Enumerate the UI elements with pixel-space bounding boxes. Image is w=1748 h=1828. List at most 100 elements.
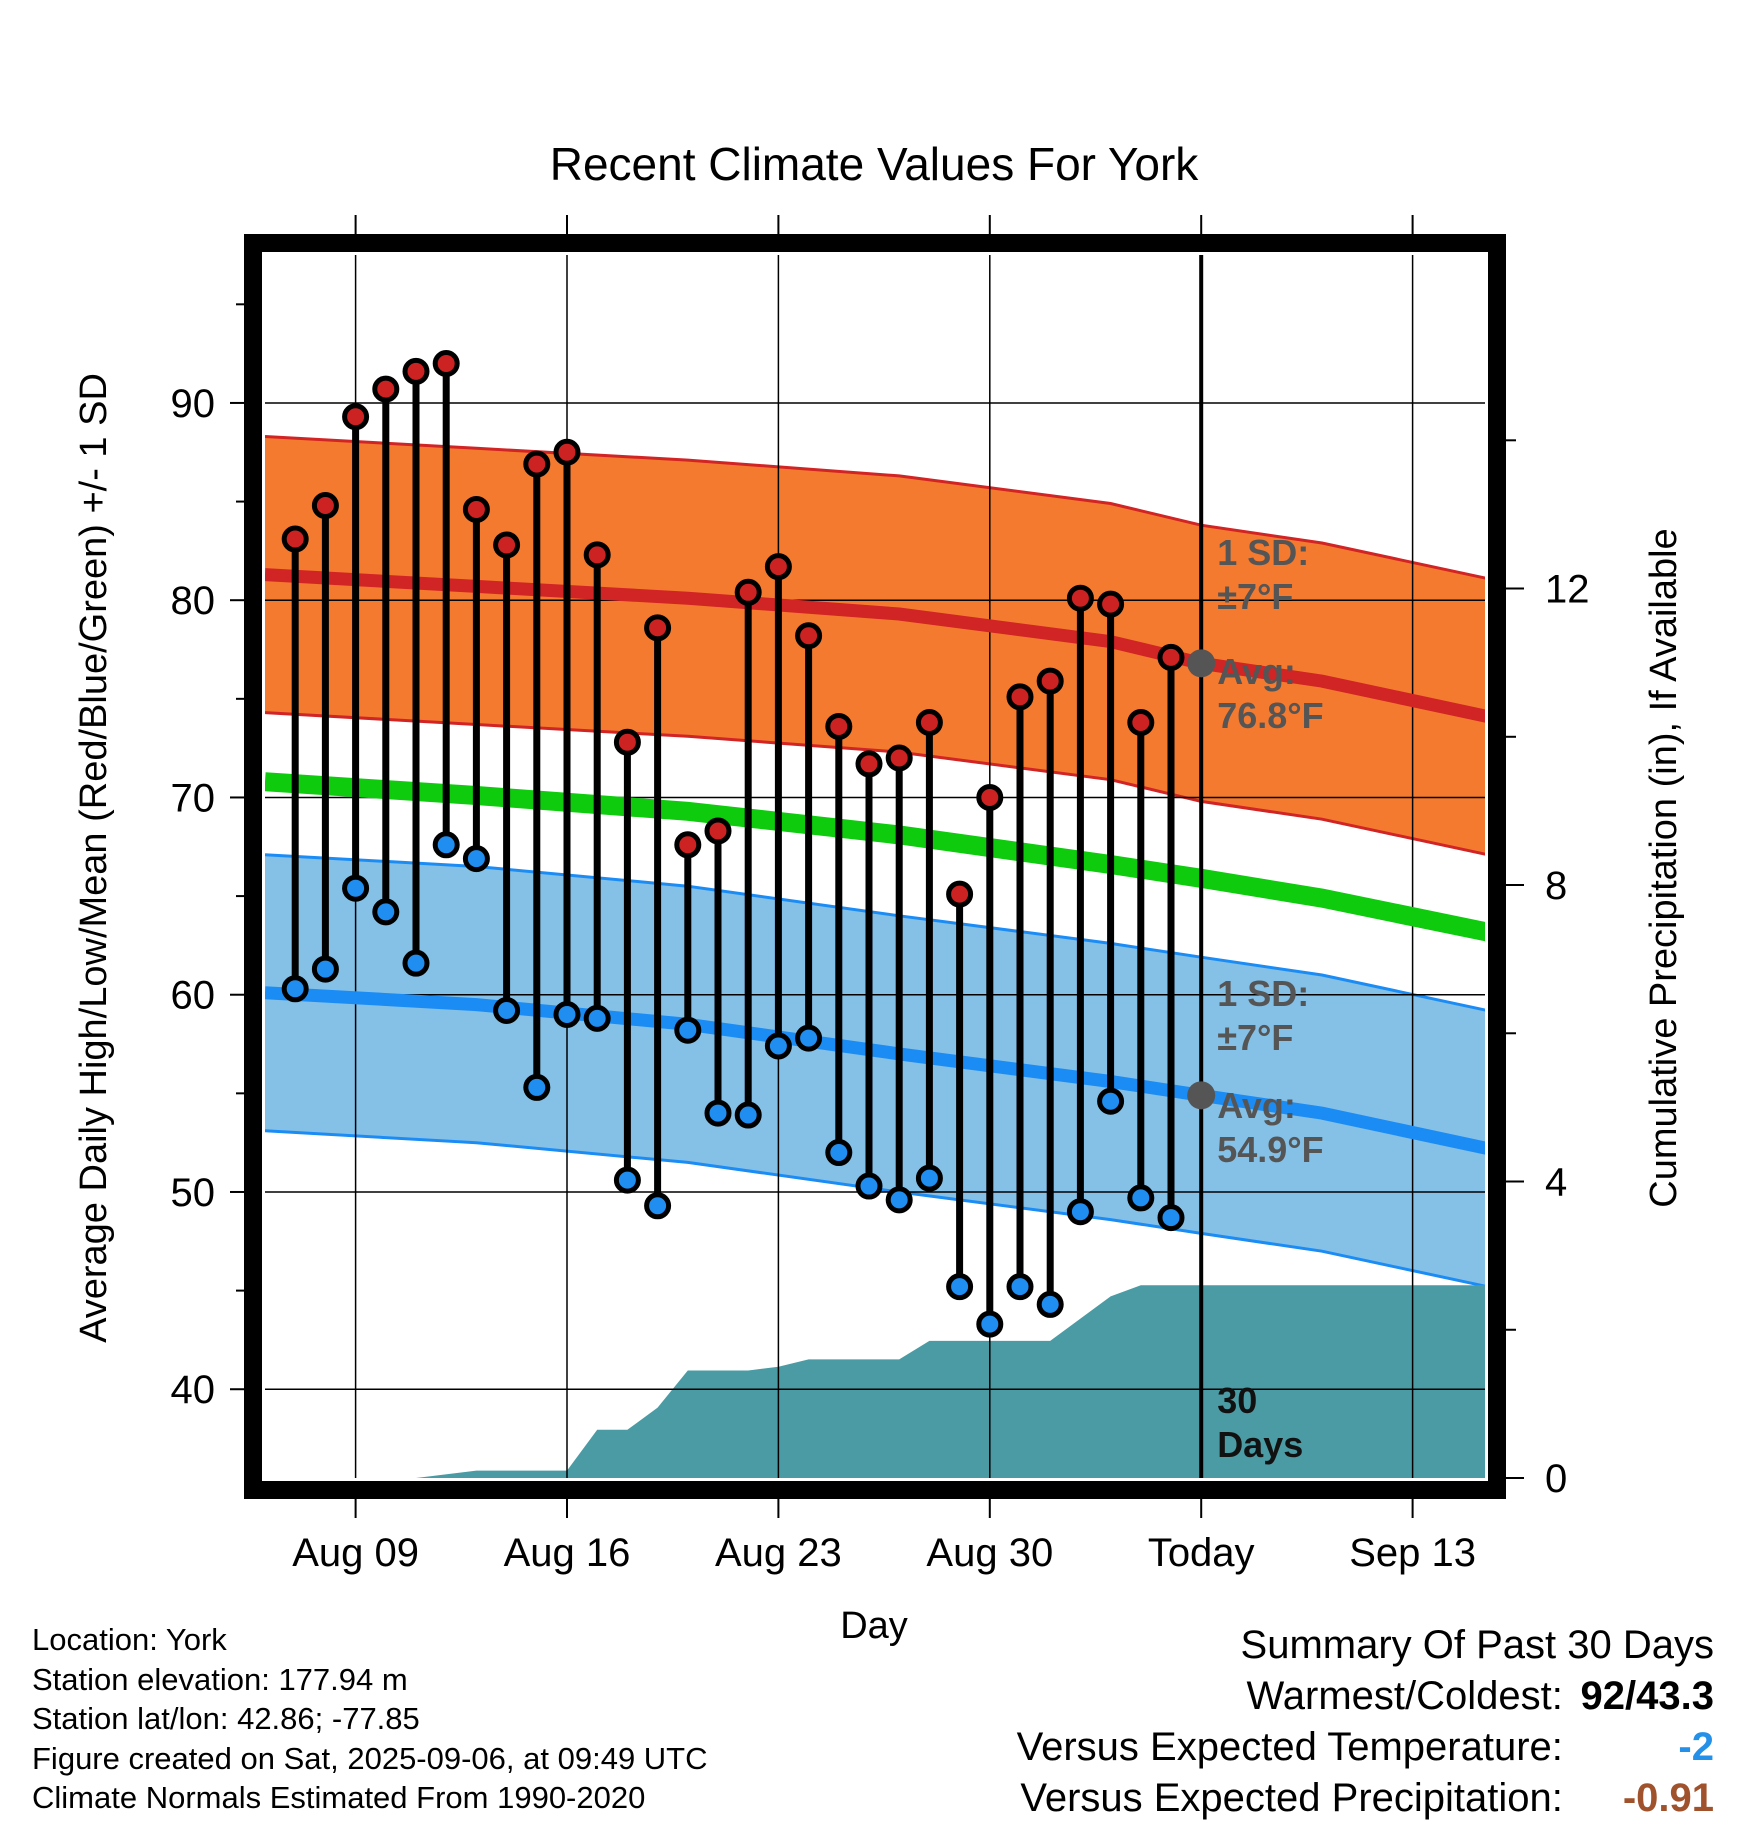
daily-low-point	[1127, 1184, 1155, 1212]
daily-high-point	[613, 728, 641, 756]
daily-high-point	[311, 492, 339, 520]
plot-frame	[244, 234, 1506, 1499]
summary-panel: Summary Of Past 30 Days Warmest/Coldest:…	[1017, 1620, 1714, 1824]
daily-low-point	[1097, 1087, 1125, 1115]
daily-high-point	[674, 831, 702, 859]
daily-low-point	[1006, 1273, 1034, 1301]
daily-low-point	[1066, 1198, 1094, 1226]
daily-low-point	[674, 1016, 702, 1044]
daily-high-point	[493, 531, 521, 559]
daily-high-point	[946, 880, 974, 908]
daily-high-point	[1036, 667, 1064, 695]
daily-low-point	[281, 975, 309, 1003]
precip-area	[265, 1285, 1485, 1478]
high-avg-annotation: Avg:	[1217, 651, 1296, 692]
daily-low-point	[644, 1192, 672, 1220]
daily-low-point	[825, 1139, 853, 1167]
daily-low-point	[583, 1004, 611, 1032]
daily-high-point	[1066, 584, 1094, 612]
summary-temp-row: Versus Expected Temperature: -2	[1017, 1722, 1714, 1773]
daily-low-point	[1036, 1290, 1064, 1318]
daily-high-point	[1097, 590, 1125, 618]
period-annotation: 30	[1217, 1380, 1257, 1421]
daily-high-point	[976, 783, 1004, 811]
high-sd-upper-line	[265, 435, 1485, 580]
precip-value: -0.91	[1622, 1776, 1714, 1820]
y2-tick-label: 8	[1545, 864, 1567, 908]
daily-high-point	[462, 495, 490, 523]
daily-low-point	[915, 1164, 943, 1192]
daily-low-point	[372, 898, 400, 926]
x-tick-label: Aug 09	[292, 1531, 419, 1575]
daily-low-point	[311, 955, 339, 983]
warmest-label: Warmest/Coldest:	[1246, 1674, 1563, 1718]
daily-high-point	[281, 525, 309, 553]
x-tick-label: Today	[1148, 1531, 1255, 1575]
daily-high-point	[1127, 709, 1155, 737]
y-tick-label: 80	[171, 579, 216, 623]
temp-label: Versus Expected Temperature:	[1016, 1725, 1563, 1769]
y2-tick-label: 4	[1545, 1161, 1567, 1205]
low-sd-lower-line	[265, 1129, 1485, 1288]
daily-low-point	[493, 996, 521, 1024]
precip-label: Versus Expected Precipitation:	[1020, 1776, 1563, 1820]
created-text: Figure created on Sat, 2025-09-06, at 09…	[32, 1740, 708, 1776]
daily-high-point	[825, 712, 853, 740]
x-axis-label: Day	[840, 1605, 908, 1647]
daily-low-point	[764, 1032, 792, 1060]
daily-low-point	[976, 1310, 1004, 1338]
x-tick-label: Aug 16	[504, 1531, 631, 1575]
x-tick-label: Aug 30	[926, 1531, 1053, 1575]
daily-high-point	[342, 403, 370, 431]
summary-precip-row: Versus Expected Precipitation: -0.91	[1017, 1773, 1714, 1824]
temp-value: -2	[1678, 1725, 1714, 1769]
high-sd-lower-line	[265, 711, 1485, 856]
daily-high-point	[432, 349, 460, 377]
daily-low-point	[704, 1099, 732, 1127]
y-tick-label: 40	[171, 1368, 216, 1412]
high-sd-annotation: 1 SD:	[1217, 532, 1309, 573]
high-sd-annotation: ±7°F	[1217, 576, 1293, 617]
low-sd-upper-line	[265, 853, 1485, 1012]
low-sd-annotation: ±7°F	[1217, 1017, 1293, 1058]
y-tick-label: 70	[171, 776, 216, 820]
daily-high-point	[1157, 643, 1185, 671]
daily-high-point	[553, 438, 581, 466]
latlon-text: Station lat/lon: 42.86; -77.85	[32, 1701, 420, 1736]
normals-text: Climate Normals Estimated From 1990-2020	[32, 1780, 646, 1815]
daily-low-point	[1157, 1204, 1185, 1232]
daily-low-point	[553, 1000, 581, 1028]
daily-low-point	[402, 949, 430, 977]
daily-low-point	[855, 1172, 883, 1200]
summary-title: Summary Of Past 30 Days	[1240, 1623, 1714, 1667]
station-info: Location: York Station elevation: 177.94…	[32, 1620, 708, 1818]
daily-low-point	[885, 1186, 913, 1214]
low-sd-annotation: 1 SD:	[1217, 973, 1309, 1014]
elevation-text: Station elevation: 177.94 m	[32, 1661, 408, 1697]
low-avg-annotation: 54.9°F	[1217, 1129, 1323, 1170]
period-annotation: Days	[1217, 1424, 1303, 1465]
daily-high-point	[402, 357, 430, 385]
y-tick-label: 60	[171, 974, 216, 1018]
daily-high-point	[523, 450, 551, 478]
daily-low-point	[734, 1101, 762, 1129]
low-avg-today-marker	[1187, 1081, 1216, 1110]
y2-tick-label: 0	[1545, 1457, 1567, 1501]
high-normal-line	[265, 568, 1485, 723]
daily-high-point	[644, 614, 672, 642]
y-tick-label: 50	[171, 1171, 216, 1215]
daily-high-point	[885, 744, 913, 772]
daily-high-point	[583, 541, 611, 569]
low-avg-annotation: Avg:	[1217, 1085, 1296, 1126]
daily-high-point	[734, 578, 762, 606]
daily-high-point	[372, 375, 400, 403]
daily-high-point	[855, 750, 883, 778]
daily-low-point	[432, 831, 460, 859]
y2-axis-label: Cumulative Precipitation (in), If Availa…	[1643, 528, 1685, 1207]
daily-low-point	[946, 1273, 974, 1301]
daily-high-point	[795, 622, 823, 650]
daily-low-point	[523, 1073, 551, 1101]
y2-tick-label: 12	[1545, 568, 1590, 612]
